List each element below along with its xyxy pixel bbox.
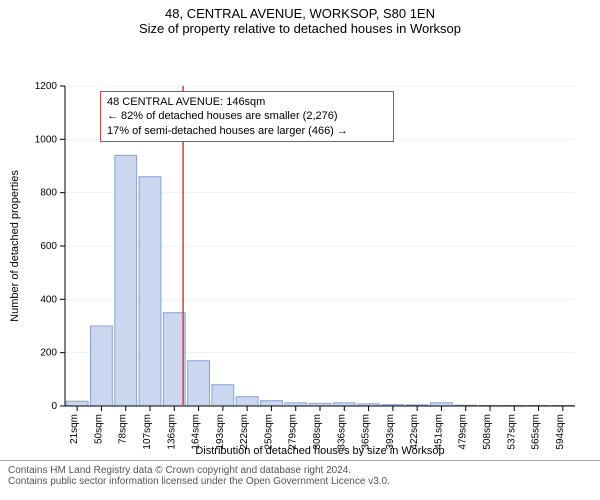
footer: Contains HM Land Registry data © Crown c…: [0, 461, 600, 487]
svg-text:136sqm: 136sqm: [166, 414, 177, 450]
svg-text:479sqm: 479sqm: [458, 414, 469, 450]
footer-line1: Contains HM Land Registry data © Crown c…: [8, 465, 592, 476]
svg-text:21sqm: 21sqm: [69, 414, 80, 444]
callout-line3: 17% of semi-detached houses are larger (…: [107, 124, 387, 138]
svg-text:594sqm: 594sqm: [555, 414, 566, 450]
bar: [66, 401, 88, 406]
bar: [91, 326, 113, 406]
svg-text:78sqm: 78sqm: [118, 414, 129, 444]
svg-text:50sqm: 50sqm: [93, 414, 104, 444]
chart-area: 0 200 400 600 800 1000 1200 21sqm 50sqm 78sqm 107s…: [0, 36, 600, 456]
svg-text:600: 600: [40, 241, 57, 252]
svg-text:1200: 1200: [35, 81, 58, 92]
title-block: 48, CENTRAL AVENUE, WORKSOP, S80 1EN Siz…: [0, 0, 600, 36]
svg-text:1000: 1000: [35, 134, 58, 145]
svg-text:508sqm: 508sqm: [482, 414, 493, 450]
footer-line2: Contains public sector information licen…: [8, 476, 592, 487]
bar: [236, 397, 258, 406]
svg-text:400: 400: [40, 294, 57, 305]
bar: [139, 177, 161, 406]
callout-box: 48 CENTRAL AVENUE: 146sqm ← 82% of detac…: [100, 91, 394, 142]
y-axis-title: Number of detached properties: [9, 170, 21, 322]
svg-text:537sqm: 537sqm: [506, 414, 517, 450]
x-axis-title: Distribution of detached houses by size …: [195, 445, 444, 456]
bar: [188, 361, 210, 406]
bar: [115, 155, 137, 406]
chart-subtitle: Size of property relative to detached ho…: [0, 21, 600, 36]
svg-text:200: 200: [40, 348, 57, 359]
svg-text:0: 0: [51, 401, 57, 412]
bar: [163, 313, 185, 406]
chart-address: 48, CENTRAL AVENUE, WORKSOP, S80 1EN: [0, 6, 600, 21]
callout-line2: ← 82% of detached houses are smaller (2,…: [107, 109, 387, 123]
svg-text:800: 800: [40, 188, 57, 199]
svg-text:565sqm: 565sqm: [531, 414, 542, 450]
svg-text:107sqm: 107sqm: [142, 414, 153, 450]
bar: [261, 401, 283, 406]
bar: [212, 385, 234, 406]
callout-line1: 48 CENTRAL AVENUE: 146sqm: [107, 95, 387, 109]
